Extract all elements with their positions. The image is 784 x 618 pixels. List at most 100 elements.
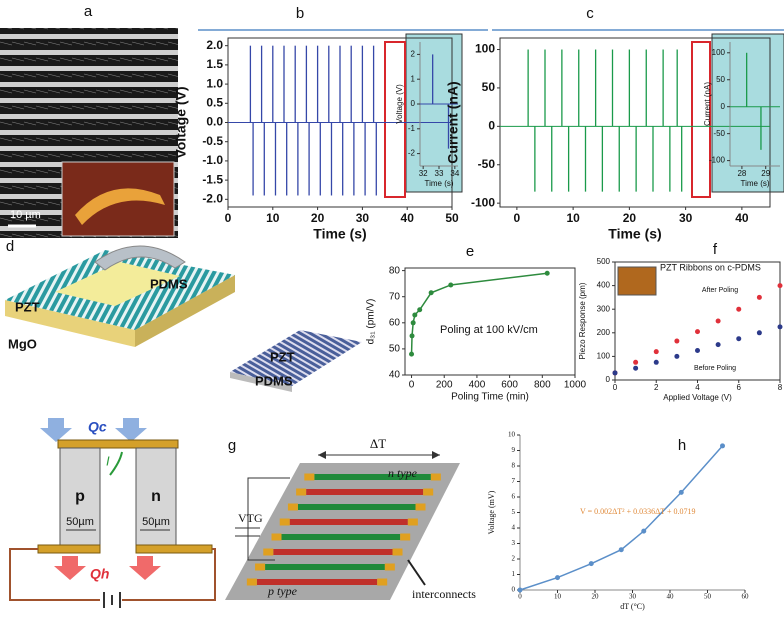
x-tick-label: 50 [445, 211, 459, 225]
point [612, 370, 618, 376]
label: I [106, 453, 110, 468]
y-tick-label: -2.0 [202, 191, 223, 205]
x-tick-label: 200 [436, 380, 453, 391]
y-tick-label: -0.5 [202, 134, 223, 148]
label: PDMS [255, 373, 293, 388]
y-tick-label: -1 [408, 124, 416, 133]
point [641, 528, 647, 534]
label: PZT [15, 299, 40, 314]
point [674, 353, 680, 359]
x-tick-label: 2 [654, 383, 659, 392]
point [412, 312, 418, 318]
pdms-peel [94, 245, 186, 271]
y-tick-label: 4 [512, 524, 516, 532]
legend-label: Before Poling [694, 365, 736, 372]
point [695, 348, 700, 353]
x-tick-label: 0 [613, 383, 618, 392]
x-tick-label: 800 [534, 380, 551, 391]
x-tick-label: 0 [409, 380, 415, 391]
x-axis-label: Time (s) [740, 179, 769, 188]
y-tick-label: 100 [712, 48, 726, 57]
point [777, 283, 783, 289]
ribbons [230, 330, 362, 386]
x-axis-label: dT (°C) [620, 602, 645, 611]
x-tick-label: 4 [695, 383, 700, 392]
point [695, 329, 700, 335]
x-tick-label: 10 [266, 211, 280, 225]
panel-label: c [586, 5, 594, 22]
label: PZT [270, 349, 295, 364]
panel-label: h [678, 437, 686, 454]
point [715, 318, 721, 324]
y-tick-label: 0 [721, 102, 726, 111]
y-axis-label: Voltage (V) [395, 84, 404, 124]
pzt-area [55, 262, 180, 306]
line [410, 272, 548, 355]
y-tick-label: 9 [512, 446, 516, 454]
y-axis-label: Voltage (mV) [487, 490, 496, 534]
y-tick-label: 2.0 [206, 38, 223, 52]
label: 50µm [66, 516, 94, 528]
y-tick-label: 100 [597, 352, 611, 361]
label: p [75, 488, 85, 505]
x-tick-label: 20 [623, 211, 637, 225]
point [756, 330, 762, 336]
y-tick-label: 400 [597, 281, 611, 290]
point [417, 307, 423, 313]
x-tick-label: 29 [761, 169, 770, 178]
point [736, 306, 742, 312]
label: MgO [8, 336, 37, 351]
legend-label: After Poling [702, 287, 738, 294]
zoom-box [691, 41, 711, 198]
point [715, 342, 721, 348]
x-axis-label: Poling Time (min) [451, 392, 529, 403]
x-tick-label: 28 [737, 169, 746, 178]
y-tick-label: 0 [411, 99, 416, 108]
point [678, 489, 684, 495]
label: 50µm [142, 516, 170, 528]
x-axis-label: Applied Voltage (V) [663, 393, 732, 402]
y-axis-label: Current (nA) [703, 82, 712, 126]
x-tick-label: 33 [435, 169, 444, 178]
y-tick-label: 0.0 [206, 115, 223, 129]
point [653, 349, 659, 355]
y-axis-label: Voltage (V) [173, 86, 189, 158]
x-tick-label: 60 [742, 593, 750, 601]
point [633, 359, 639, 365]
x-tick-label: 40 [735, 211, 749, 225]
x-tick-label: 34 [450, 169, 459, 178]
x-tick-label: 30 [679, 211, 693, 225]
y-tick-label: 200 [597, 328, 611, 337]
annotation: PZT Ribbons on c-PDMS [660, 262, 761, 272]
x-tick-label: 50 [704, 593, 712, 601]
x-tick-label: 40 [401, 211, 415, 225]
x-tick-label: 6 [737, 383, 742, 392]
point [653, 359, 659, 365]
point [588, 561, 594, 567]
thermocouple-stripes [246, 473, 441, 586]
label: VTG [238, 511, 263, 525]
x-tick-label: 30 [356, 211, 370, 225]
point [674, 338, 680, 344]
y-axis-label: d₃₁ (pm/V) [366, 299, 377, 345]
y-tick-label: 1.0 [206, 76, 223, 90]
substrate [135, 275, 235, 347]
point [428, 290, 434, 296]
point [409, 351, 415, 357]
panel-label: g [228, 437, 236, 454]
label: n [151, 488, 161, 505]
y-tick-label: -100 [471, 195, 495, 209]
y-tick-label: -2 [408, 149, 416, 158]
panel-label: a [84, 3, 93, 20]
label: PDMS [150, 276, 188, 291]
y-tick-label: 10 [508, 431, 516, 439]
x-tick-label: 600 [501, 380, 518, 391]
y-tick-label: -50 [478, 157, 496, 171]
plot-frame [404, 267, 576, 376]
point [618, 547, 624, 553]
x-tick-label: 0 [518, 593, 522, 601]
x-tick-label: 400 [469, 380, 486, 391]
label: n type [388, 466, 418, 480]
y-tick-label: 5 [512, 508, 516, 516]
